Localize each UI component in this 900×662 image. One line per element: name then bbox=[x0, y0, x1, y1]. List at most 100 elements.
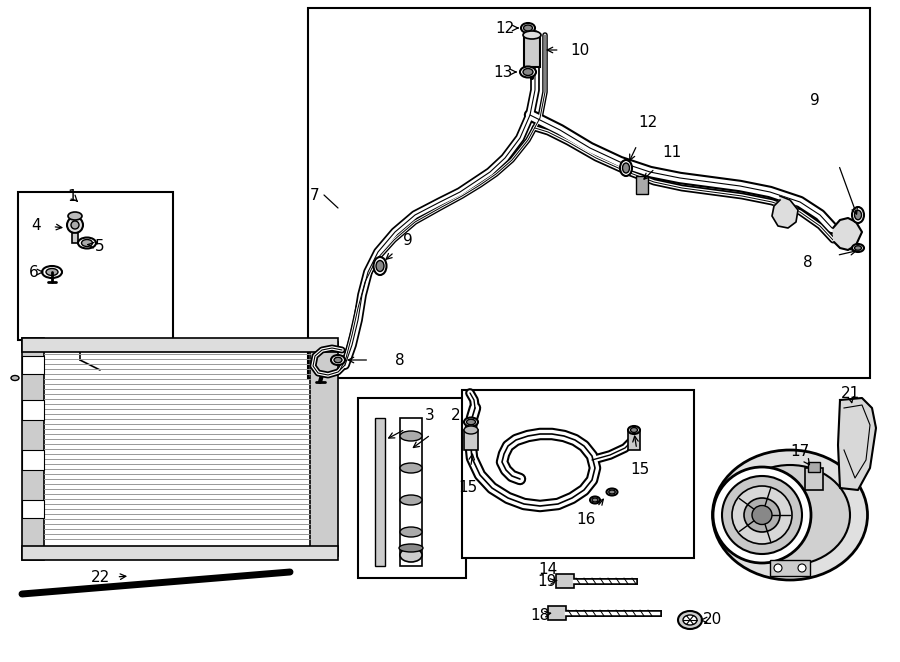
Text: 12: 12 bbox=[638, 115, 658, 130]
Ellipse shape bbox=[374, 257, 386, 275]
Bar bbox=[805, 468, 823, 490]
Ellipse shape bbox=[722, 476, 802, 554]
Bar bbox=[628, 430, 640, 450]
Text: 12: 12 bbox=[495, 21, 515, 36]
Ellipse shape bbox=[11, 375, 19, 381]
Ellipse shape bbox=[400, 463, 422, 473]
Ellipse shape bbox=[68, 212, 82, 220]
Ellipse shape bbox=[464, 426, 478, 434]
Text: 1: 1 bbox=[68, 189, 76, 203]
Ellipse shape bbox=[523, 68, 533, 75]
Ellipse shape bbox=[713, 450, 868, 580]
Text: 9: 9 bbox=[403, 232, 413, 248]
Bar bbox=[72, 233, 78, 243]
Text: 10: 10 bbox=[571, 42, 590, 58]
Ellipse shape bbox=[713, 467, 811, 563]
Bar bbox=[22, 400, 44, 420]
Bar bbox=[770, 560, 810, 576]
Ellipse shape bbox=[400, 495, 422, 505]
Ellipse shape bbox=[466, 419, 475, 425]
Bar bbox=[462, 390, 694, 558]
Bar bbox=[308, 8, 870, 378]
Ellipse shape bbox=[607, 489, 617, 495]
Ellipse shape bbox=[331, 355, 345, 365]
Circle shape bbox=[798, 564, 806, 572]
Text: 15: 15 bbox=[458, 481, 478, 495]
Ellipse shape bbox=[590, 496, 600, 504]
Ellipse shape bbox=[730, 465, 850, 565]
Bar bbox=[22, 356, 44, 374]
Ellipse shape bbox=[744, 498, 780, 532]
Text: 14: 14 bbox=[538, 563, 558, 577]
Ellipse shape bbox=[620, 160, 632, 176]
Ellipse shape bbox=[683, 615, 697, 625]
Bar bbox=[18, 192, 173, 340]
Text: 13: 13 bbox=[493, 64, 513, 79]
Bar bbox=[358, 398, 466, 578]
Ellipse shape bbox=[852, 244, 864, 252]
Ellipse shape bbox=[78, 238, 96, 248]
Bar bbox=[22, 338, 338, 352]
Ellipse shape bbox=[520, 66, 536, 77]
Ellipse shape bbox=[631, 428, 637, 432]
Text: 8: 8 bbox=[395, 352, 405, 367]
Text: 22: 22 bbox=[90, 571, 110, 585]
Bar bbox=[375, 418, 385, 566]
Circle shape bbox=[71, 221, 79, 229]
Text: 16: 16 bbox=[576, 512, 596, 528]
Polygon shape bbox=[772, 196, 798, 228]
Bar bbox=[22, 500, 44, 518]
Polygon shape bbox=[838, 398, 876, 490]
Text: 7: 7 bbox=[310, 187, 320, 203]
Ellipse shape bbox=[592, 498, 598, 502]
Ellipse shape bbox=[521, 23, 535, 33]
Ellipse shape bbox=[852, 207, 864, 223]
Ellipse shape bbox=[400, 527, 422, 537]
Ellipse shape bbox=[82, 240, 93, 246]
Bar bbox=[22, 450, 44, 470]
Polygon shape bbox=[833, 218, 862, 250]
Text: 3: 3 bbox=[425, 408, 435, 424]
Bar bbox=[22, 338, 44, 560]
Ellipse shape bbox=[376, 261, 384, 271]
Text: 8: 8 bbox=[803, 254, 813, 269]
Text: 2: 2 bbox=[451, 408, 461, 424]
Text: 4: 4 bbox=[32, 218, 40, 232]
Bar bbox=[636, 176, 648, 194]
Ellipse shape bbox=[608, 490, 616, 494]
Ellipse shape bbox=[400, 548, 422, 562]
Ellipse shape bbox=[752, 506, 772, 524]
Text: 18: 18 bbox=[530, 608, 550, 622]
Ellipse shape bbox=[854, 211, 861, 220]
Text: 20: 20 bbox=[702, 612, 722, 628]
Ellipse shape bbox=[399, 544, 423, 552]
Bar bbox=[400, 418, 422, 566]
Text: 19: 19 bbox=[537, 575, 557, 589]
Text: 21: 21 bbox=[841, 385, 859, 401]
Ellipse shape bbox=[854, 246, 861, 250]
Bar bbox=[808, 462, 820, 472]
Bar bbox=[548, 606, 566, 620]
Bar bbox=[556, 574, 574, 588]
Ellipse shape bbox=[523, 31, 541, 39]
Text: 15: 15 bbox=[630, 463, 650, 477]
Circle shape bbox=[67, 217, 83, 233]
Ellipse shape bbox=[678, 611, 702, 629]
Ellipse shape bbox=[628, 426, 640, 434]
Bar bbox=[464, 430, 478, 450]
Ellipse shape bbox=[400, 431, 422, 441]
Text: 5: 5 bbox=[95, 238, 104, 254]
Ellipse shape bbox=[732, 486, 792, 544]
Bar bbox=[22, 546, 338, 560]
Bar bbox=[310, 342, 338, 556]
Ellipse shape bbox=[623, 163, 629, 173]
Ellipse shape bbox=[524, 25, 533, 31]
Text: 6: 6 bbox=[29, 265, 39, 279]
Ellipse shape bbox=[464, 418, 478, 426]
Bar bbox=[524, 35, 540, 67]
Ellipse shape bbox=[334, 357, 342, 363]
Text: 11: 11 bbox=[662, 144, 681, 160]
Circle shape bbox=[774, 564, 782, 572]
Ellipse shape bbox=[46, 269, 58, 275]
Ellipse shape bbox=[42, 266, 62, 278]
